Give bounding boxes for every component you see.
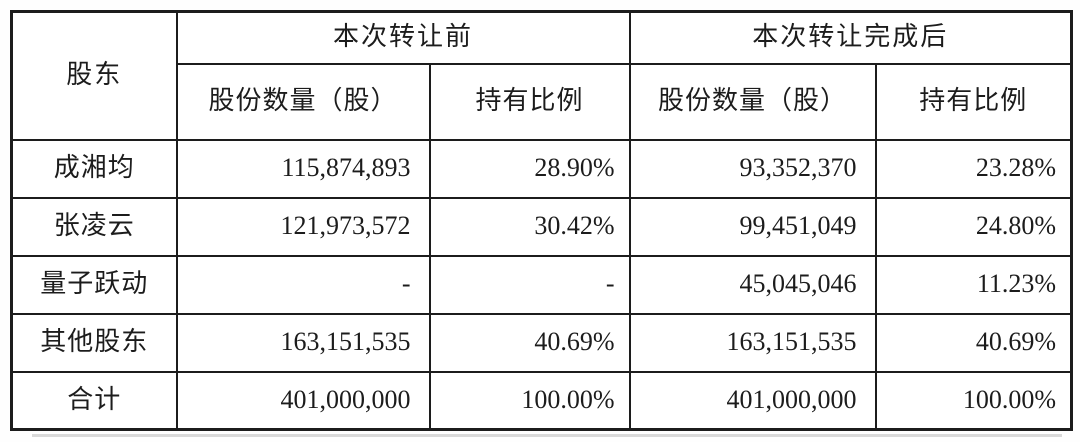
shareholder-name-cell: 成湘均 [10, 138, 178, 199]
header-shareholder: 股东 [10, 10, 178, 141]
table-row: 其他股东 163,151,535 40.69% 163,151,535 40.6… [10, 312, 1073, 373]
after-shares-cell: 99,451,049 [628, 196, 877, 257]
table-row: 张凌云 121,973,572 30.42% 99,451,049 24.80% [10, 196, 1073, 257]
after-shares-cell: 45,045,046 [628, 254, 877, 315]
after-ratio-cell: 11.23% [874, 254, 1073, 315]
before-shares-cell: 163,151,535 [175, 312, 431, 373]
before-shares-cell: 401,000,000 [175, 370, 431, 431]
before-ratio-cell: 30.42% [428, 196, 631, 257]
shareholder-name-cell: 张凌云 [10, 196, 178, 257]
header-before-transfer-group: 本次转让前 [175, 10, 631, 65]
after-shares-cell: 93,352,370 [628, 138, 877, 199]
before-ratio-cell: 28.90% [428, 138, 631, 199]
before-shares-cell: 121,973,572 [175, 196, 431, 257]
shareholding-table: 股东 本次转让前 本次转让完成后 股份数量（股） 持有比例 股份数量（股） 持有… [10, 10, 1074, 431]
after-ratio-cell: 40.69% [874, 312, 1073, 373]
after-ratio-cell: 100.00% [874, 370, 1073, 431]
header-after-ratio: 持有比例 [874, 62, 1073, 141]
shareholder-name-cell: 合计 [10, 370, 178, 431]
before-shares-cell: 115,874,893 [175, 138, 431, 199]
table-row: 成湘均 115,874,893 28.90% 93,352,370 23.28% [10, 138, 1073, 199]
before-shares-cell: - [175, 254, 431, 315]
before-ratio-cell: - [428, 254, 631, 315]
after-shares-cell: 401,000,000 [628, 370, 877, 431]
before-ratio-cell: 40.69% [428, 312, 631, 373]
before-ratio-cell: 100.00% [428, 370, 631, 431]
after-ratio-cell: 23.28% [874, 138, 1073, 199]
header-before-shares: 股份数量（股） [175, 62, 431, 141]
after-shares-cell: 163,151,535 [628, 312, 877, 373]
table-row-total: 合计 401,000,000 100.00% 401,000,000 100.0… [10, 370, 1073, 431]
shareholder-name-cell: 其他股东 [10, 312, 178, 373]
table-row: 量子跃动 - - 45,045,046 11.23% [10, 254, 1073, 315]
after-ratio-cell: 24.80% [874, 196, 1073, 257]
shareholder-name-cell: 量子跃动 [10, 254, 178, 315]
table-bottom-shadow [32, 434, 1062, 437]
header-after-shares: 股份数量（股） [628, 62, 877, 141]
header-before-ratio: 持有比例 [428, 62, 631, 141]
header-after-transfer-group: 本次转让完成后 [628, 10, 1073, 65]
